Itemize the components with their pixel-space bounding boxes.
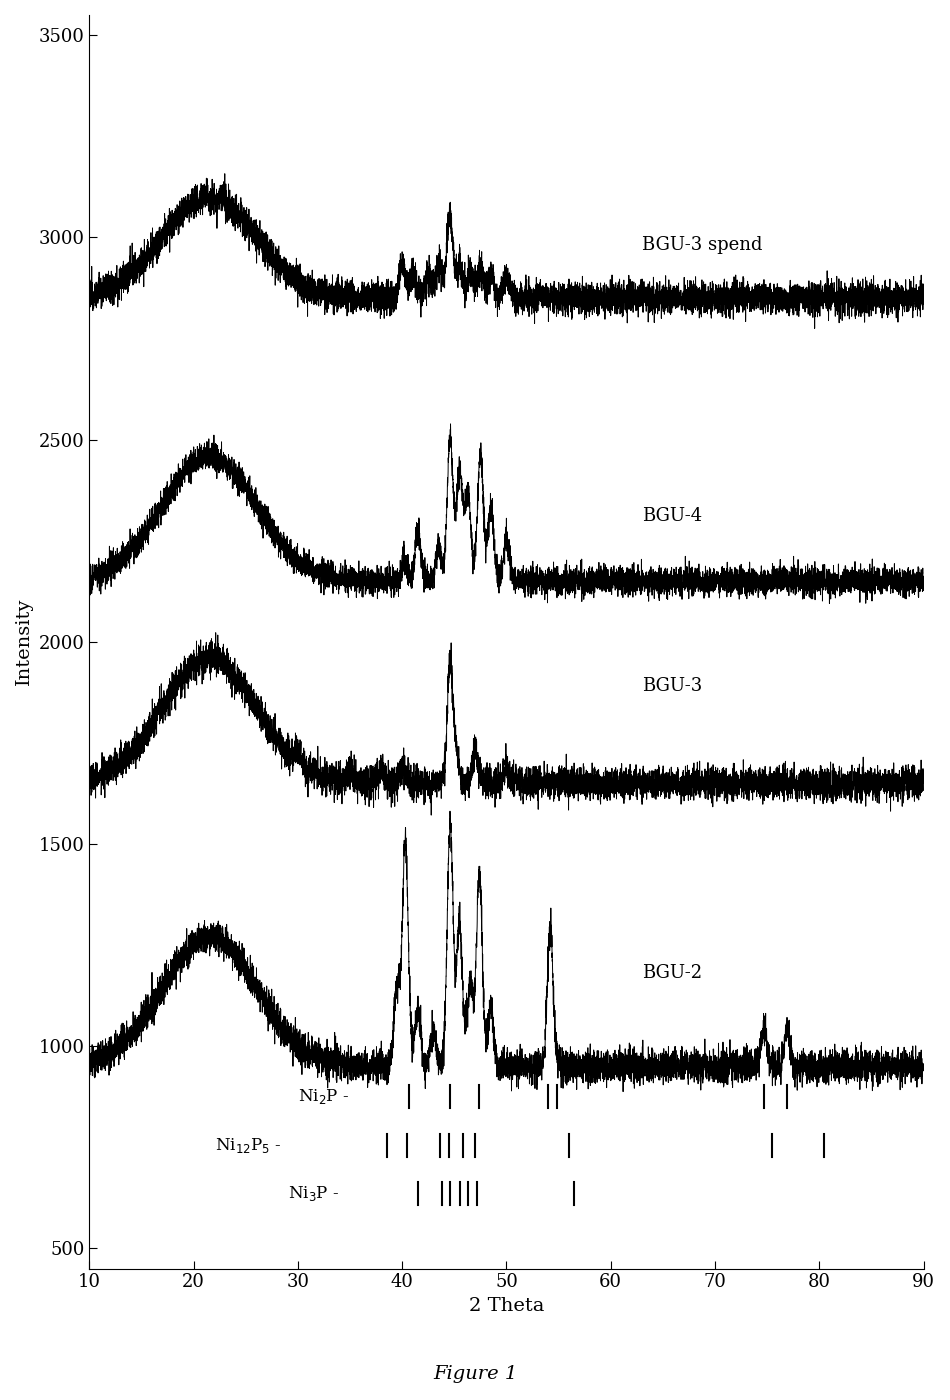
Text: Ni$_3$P -: Ni$_3$P - bbox=[288, 1184, 339, 1203]
X-axis label: 2 Theta: 2 Theta bbox=[468, 1296, 544, 1315]
Text: BGU-3 spend: BGU-3 spend bbox=[642, 237, 763, 255]
Text: BGU-2: BGU-2 bbox=[642, 965, 702, 983]
Text: Ni$_2$P -: Ni$_2$P - bbox=[298, 1088, 350, 1106]
Text: BGU-4: BGU-4 bbox=[642, 507, 702, 525]
Y-axis label: Intensity: Intensity bbox=[15, 598, 33, 686]
Text: Ni$_{12}$P$_5$ -: Ni$_{12}$P$_5$ - bbox=[215, 1135, 281, 1155]
Text: BGU-3: BGU-3 bbox=[642, 678, 702, 696]
Text: Figure 1: Figure 1 bbox=[433, 1365, 517, 1383]
